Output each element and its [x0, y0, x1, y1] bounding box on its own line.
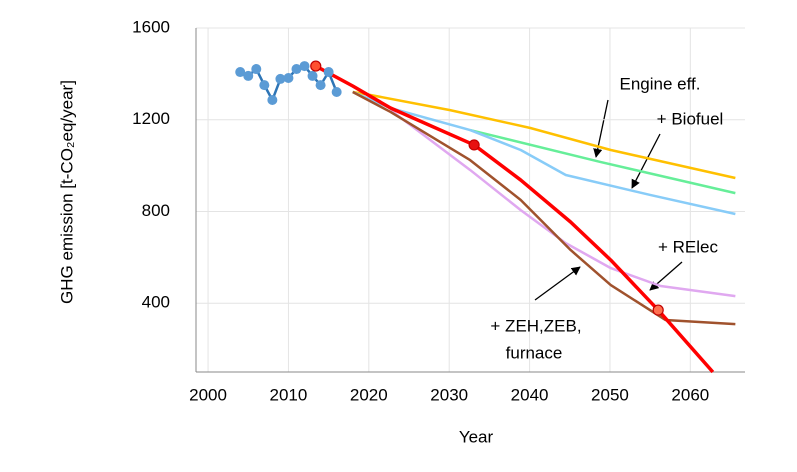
y-tick-label: 1600	[132, 17, 170, 36]
data-point	[291, 64, 302, 75]
series-line	[389, 109, 736, 298]
data-point	[331, 86, 342, 97]
x-tick-label: 2050	[591, 385, 629, 404]
y-axis-label: GHG emission [t-CO₂eq/year]	[57, 80, 76, 304]
data-point	[323, 67, 334, 78]
annotation-arrow	[631, 133, 661, 189]
x-tick-label: 2040	[511, 385, 549, 404]
data-point	[259, 80, 270, 91]
annotation: + Biofuel	[657, 109, 724, 128]
annotation: + ZEH,ZEB,	[490, 316, 581, 335]
data-point	[315, 80, 326, 91]
x-axis-label: Year	[459, 427, 494, 446]
series-line	[314, 64, 715, 374]
data-point	[267, 95, 278, 106]
x-tick-label: 2020	[350, 385, 388, 404]
x-tick-label: 2000	[189, 385, 227, 404]
y-tick-label: 400	[142, 293, 170, 312]
x-tick-label: 2030	[430, 385, 468, 404]
data-point	[283, 72, 294, 83]
data-point	[299, 61, 310, 72]
x-tick-label: 2010	[270, 385, 308, 404]
data-point	[307, 70, 318, 81]
series-line	[352, 90, 736, 180]
annotation: furnace	[506, 343, 563, 362]
series-line	[469, 128, 736, 195]
x-tick-label: 2060	[671, 385, 709, 404]
annotation-arrow	[534, 266, 581, 301]
highlight-point	[652, 304, 664, 316]
data-point	[235, 67, 246, 78]
data-point	[251, 64, 262, 75]
highlight-point	[468, 139, 480, 151]
annotation: + RElec	[658, 237, 718, 256]
data-point	[275, 73, 286, 84]
y-tick-label: 1200	[132, 109, 170, 128]
y-tick-label: 800	[142, 201, 170, 220]
data-point	[243, 70, 254, 81]
annotation: Engine eff.	[620, 74, 701, 93]
highlight-point	[310, 60, 322, 72]
